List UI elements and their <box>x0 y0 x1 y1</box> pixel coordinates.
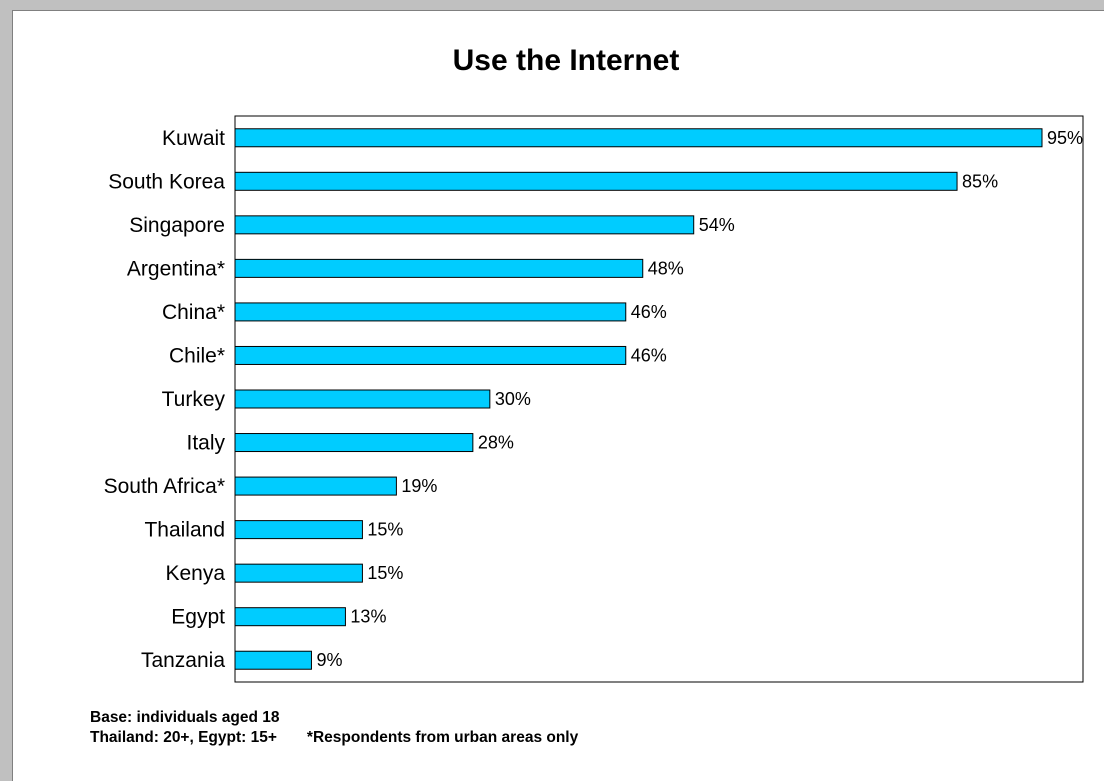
value-label: 15% <box>367 520 403 540</box>
value-label: 85% <box>962 171 998 191</box>
bar <box>234 650 312 670</box>
value-label: 28% <box>478 433 514 453</box>
value-label: 13% <box>350 607 386 627</box>
value-label: 46% <box>631 345 667 365</box>
category-label: Kuwait <box>162 127 225 150</box>
age-note: Thailand: 20+, Egypt: 15+ <box>90 729 277 746</box>
value-label: 48% <box>648 258 684 278</box>
notes-second-line: Thailand: 20+, Egypt: 15+ *Respondents fr… <box>90 728 578 748</box>
bar <box>234 607 346 627</box>
category-label: Tanzania <box>141 649 225 672</box>
bar <box>234 520 363 540</box>
category-label: Kenya <box>165 562 225 585</box>
chart-title: Use the Internet <box>453 44 680 77</box>
category-label: Italy <box>186 432 225 455</box>
base-note: Base: individuals aged 18 <box>90 709 280 726</box>
value-label: 95% <box>1047 128 1083 148</box>
bar <box>234 389 491 409</box>
category-label: Argentina* <box>127 257 225 280</box>
urban-note: *Respondents from urban areas only <box>306 729 579 746</box>
category-label: South Africa* <box>104 475 225 498</box>
bar <box>234 433 474 453</box>
bar <box>234 563 363 583</box>
category-label: South Korea <box>108 170 225 193</box>
value-label: 15% <box>367 563 403 583</box>
footnotes: Base: individuals aged 18 Thailand: 20+,… <box>90 708 578 748</box>
value-label: 54% <box>699 215 735 235</box>
category-label: Chile* <box>169 344 225 367</box>
value-label: 19% <box>401 476 437 496</box>
value-label: 30% <box>495 389 531 409</box>
bar <box>234 215 695 235</box>
bar <box>234 302 627 322</box>
bar <box>234 345 627 365</box>
chart-frame: Use the Internet Kuwait 95% South Korea 85%… <box>12 10 1104 781</box>
category-label: China* <box>162 301 225 324</box>
category-label: Singapore <box>129 214 225 237</box>
bar <box>234 171 958 191</box>
bar <box>234 476 397 496</box>
value-label: 46% <box>631 302 667 322</box>
value-label: 9% <box>316 650 342 670</box>
bar <box>234 128 1043 148</box>
category-label: Thailand <box>144 519 225 542</box>
category-label: Egypt <box>171 606 225 629</box>
category-label: Turkey <box>162 388 226 411</box>
bar <box>234 258 644 278</box>
bar-chart: Use the Internet Kuwait 95% South Korea 85%… <box>104 44 1084 683</box>
bars-group: Kuwait 95% South Korea 85% Singapore 54% Argen… <box>104 127 1083 672</box>
